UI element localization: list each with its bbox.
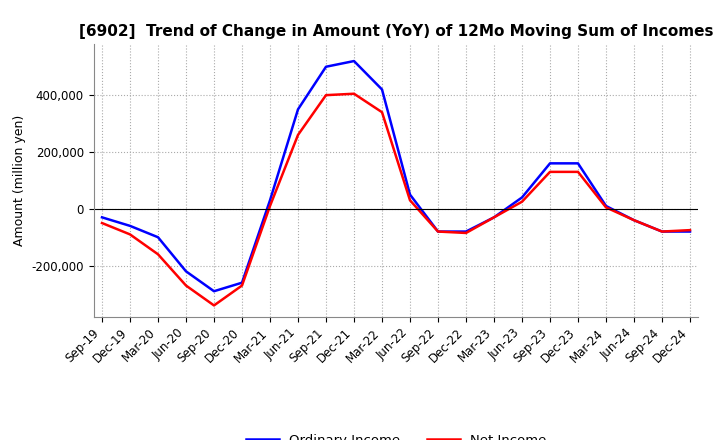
Net Income [657, 229, 666, 234]
Ordinary Income [126, 223, 135, 228]
Title: [6902]  Trend of Change in Amount (YoY) of 12Mo Moving Sum of Incomes: [6902] Trend of Change in Amount (YoY) o… [78, 24, 714, 39]
Net Income [238, 283, 246, 288]
Ordinary Income [685, 229, 694, 234]
Net Income [490, 215, 498, 220]
Net Income [602, 205, 611, 210]
Line: Ordinary Income: Ordinary Income [102, 61, 690, 291]
Net Income [181, 283, 190, 288]
Ordinary Income [378, 87, 387, 92]
Ordinary Income [433, 229, 442, 234]
Net Income [126, 232, 135, 237]
Ordinary Income [153, 235, 162, 240]
Ordinary Income [518, 195, 526, 200]
Net Income [518, 199, 526, 204]
Net Income [630, 217, 639, 223]
Net Income [462, 230, 470, 235]
Net Income [433, 229, 442, 234]
Ordinary Income [630, 217, 639, 223]
Ordinary Income [238, 280, 246, 285]
Net Income [574, 169, 582, 175]
Net Income [685, 227, 694, 233]
Net Income [350, 91, 359, 96]
Net Income [98, 220, 107, 226]
Ordinary Income [405, 192, 414, 197]
Net Income [378, 110, 387, 115]
Net Income [266, 203, 274, 209]
Ordinary Income [266, 198, 274, 203]
Line: Net Income: Net Income [102, 94, 690, 305]
Ordinary Income [490, 215, 498, 220]
Net Income [405, 198, 414, 203]
Ordinary Income [322, 64, 330, 70]
Y-axis label: Amount (million yen): Amount (million yen) [13, 115, 26, 246]
Net Income [294, 132, 302, 138]
Ordinary Income [602, 203, 611, 209]
Ordinary Income [546, 161, 554, 166]
Ordinary Income [657, 229, 666, 234]
Ordinary Income [210, 289, 218, 294]
Legend: Ordinary Income, Net Income: Ordinary Income, Net Income [240, 429, 552, 440]
Net Income [210, 303, 218, 308]
Ordinary Income [462, 229, 470, 234]
Net Income [322, 92, 330, 98]
Ordinary Income [574, 161, 582, 166]
Ordinary Income [294, 107, 302, 112]
Net Income [546, 169, 554, 175]
Ordinary Income [181, 269, 190, 274]
Ordinary Income [98, 215, 107, 220]
Ordinary Income [350, 59, 359, 64]
Net Income [153, 252, 162, 257]
